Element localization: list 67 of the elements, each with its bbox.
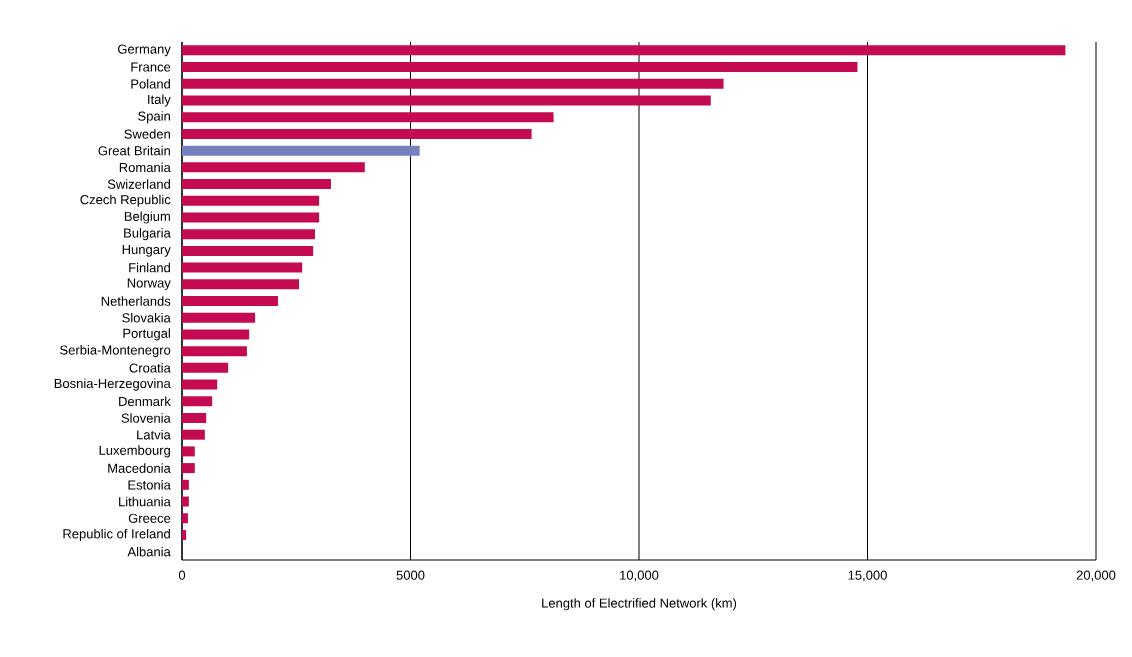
y-tick-label: Bulgaria [124, 228, 171, 241]
x-tick-label: 0 [178, 570, 186, 580]
y-tick-label: Greece [128, 513, 171, 523]
x-tick-label: 5000 [396, 570, 425, 580]
x-tick-label: 15,000 [848, 570, 887, 582]
y-tick-label: Spain [138, 111, 170, 124]
bar [182, 195, 320, 206]
y-tick-label: Sweden [124, 129, 170, 139]
y-tick-label: Hungary [122, 245, 171, 257]
bar [182, 362, 229, 373]
y-tick-label: Finland [129, 262, 170, 273]
y-tick-label: Poland [131, 79, 170, 89]
bar [182, 296, 278, 307]
bar [182, 45, 1066, 56]
bar [182, 162, 365, 173]
y-tick-label: Czech Republic [80, 194, 171, 207]
bar [182, 529, 187, 540]
y-tick-label: Denmark [119, 396, 171, 407]
y-tick-label: Romania [119, 162, 171, 173]
bar [182, 95, 711, 106]
bar [182, 179, 331, 190]
bar [182, 229, 315, 240]
y-tick-label: Germany [118, 44, 171, 57]
bar [182, 396, 213, 407]
y-tick-label: Netherlands [101, 296, 171, 306]
y-tick-label: Slovenia [121, 413, 171, 423]
y-tick-label: Slovakia [122, 312, 171, 323]
bar [182, 212, 320, 223]
y-tick-label: Estonia [128, 480, 171, 490]
y-tick-label: Luxembourg [99, 445, 170, 458]
y-tick-label: Belgium [124, 211, 170, 224]
bar [182, 128, 532, 139]
y-tick-label: Serbia-Montenegro [60, 345, 171, 358]
y-tick-label: Croatia [129, 363, 171, 373]
x-tick-label: 20,000 [1076, 570, 1116, 582]
bar [182, 379, 218, 390]
y-tick-label: Great Britain [98, 145, 170, 156]
bar [182, 279, 299, 290]
x-tick-label: 10,000 [620, 570, 659, 582]
y-tick-label: Republic of Ireland [63, 528, 170, 542]
y-tick-label: Italy [148, 94, 171, 107]
bar [182, 446, 195, 457]
bar [182, 145, 420, 156]
bar [182, 513, 188, 524]
bar [182, 329, 250, 340]
y-tick-label: Macedonia [108, 463, 171, 473]
y-tick-label: Swizerland [107, 179, 170, 189]
bar [182, 62, 858, 73]
y-tick-label: Portugal [123, 328, 170, 341]
bar [182, 496, 189, 507]
bar [182, 463, 195, 474]
y-tick-label: France [131, 62, 171, 72]
y-tick-label: Lithuania [119, 496, 171, 507]
bar [182, 312, 256, 323]
y-tick-label: Latvia [137, 429, 171, 440]
bar [182, 112, 554, 123]
bar [182, 78, 724, 89]
y-tick-label: Albania [127, 546, 171, 557]
y-tick-label: Norway [127, 278, 171, 291]
bar [182, 479, 189, 490]
bar [182, 412, 207, 423]
bar [182, 429, 205, 440]
bar [182, 262, 303, 273]
bar [182, 245, 314, 256]
x-axis-title: Length of Electrified Network (km) [542, 598, 737, 611]
y-tick-label: Bosnia-Herzegovina [54, 378, 171, 391]
bar [182, 346, 247, 357]
